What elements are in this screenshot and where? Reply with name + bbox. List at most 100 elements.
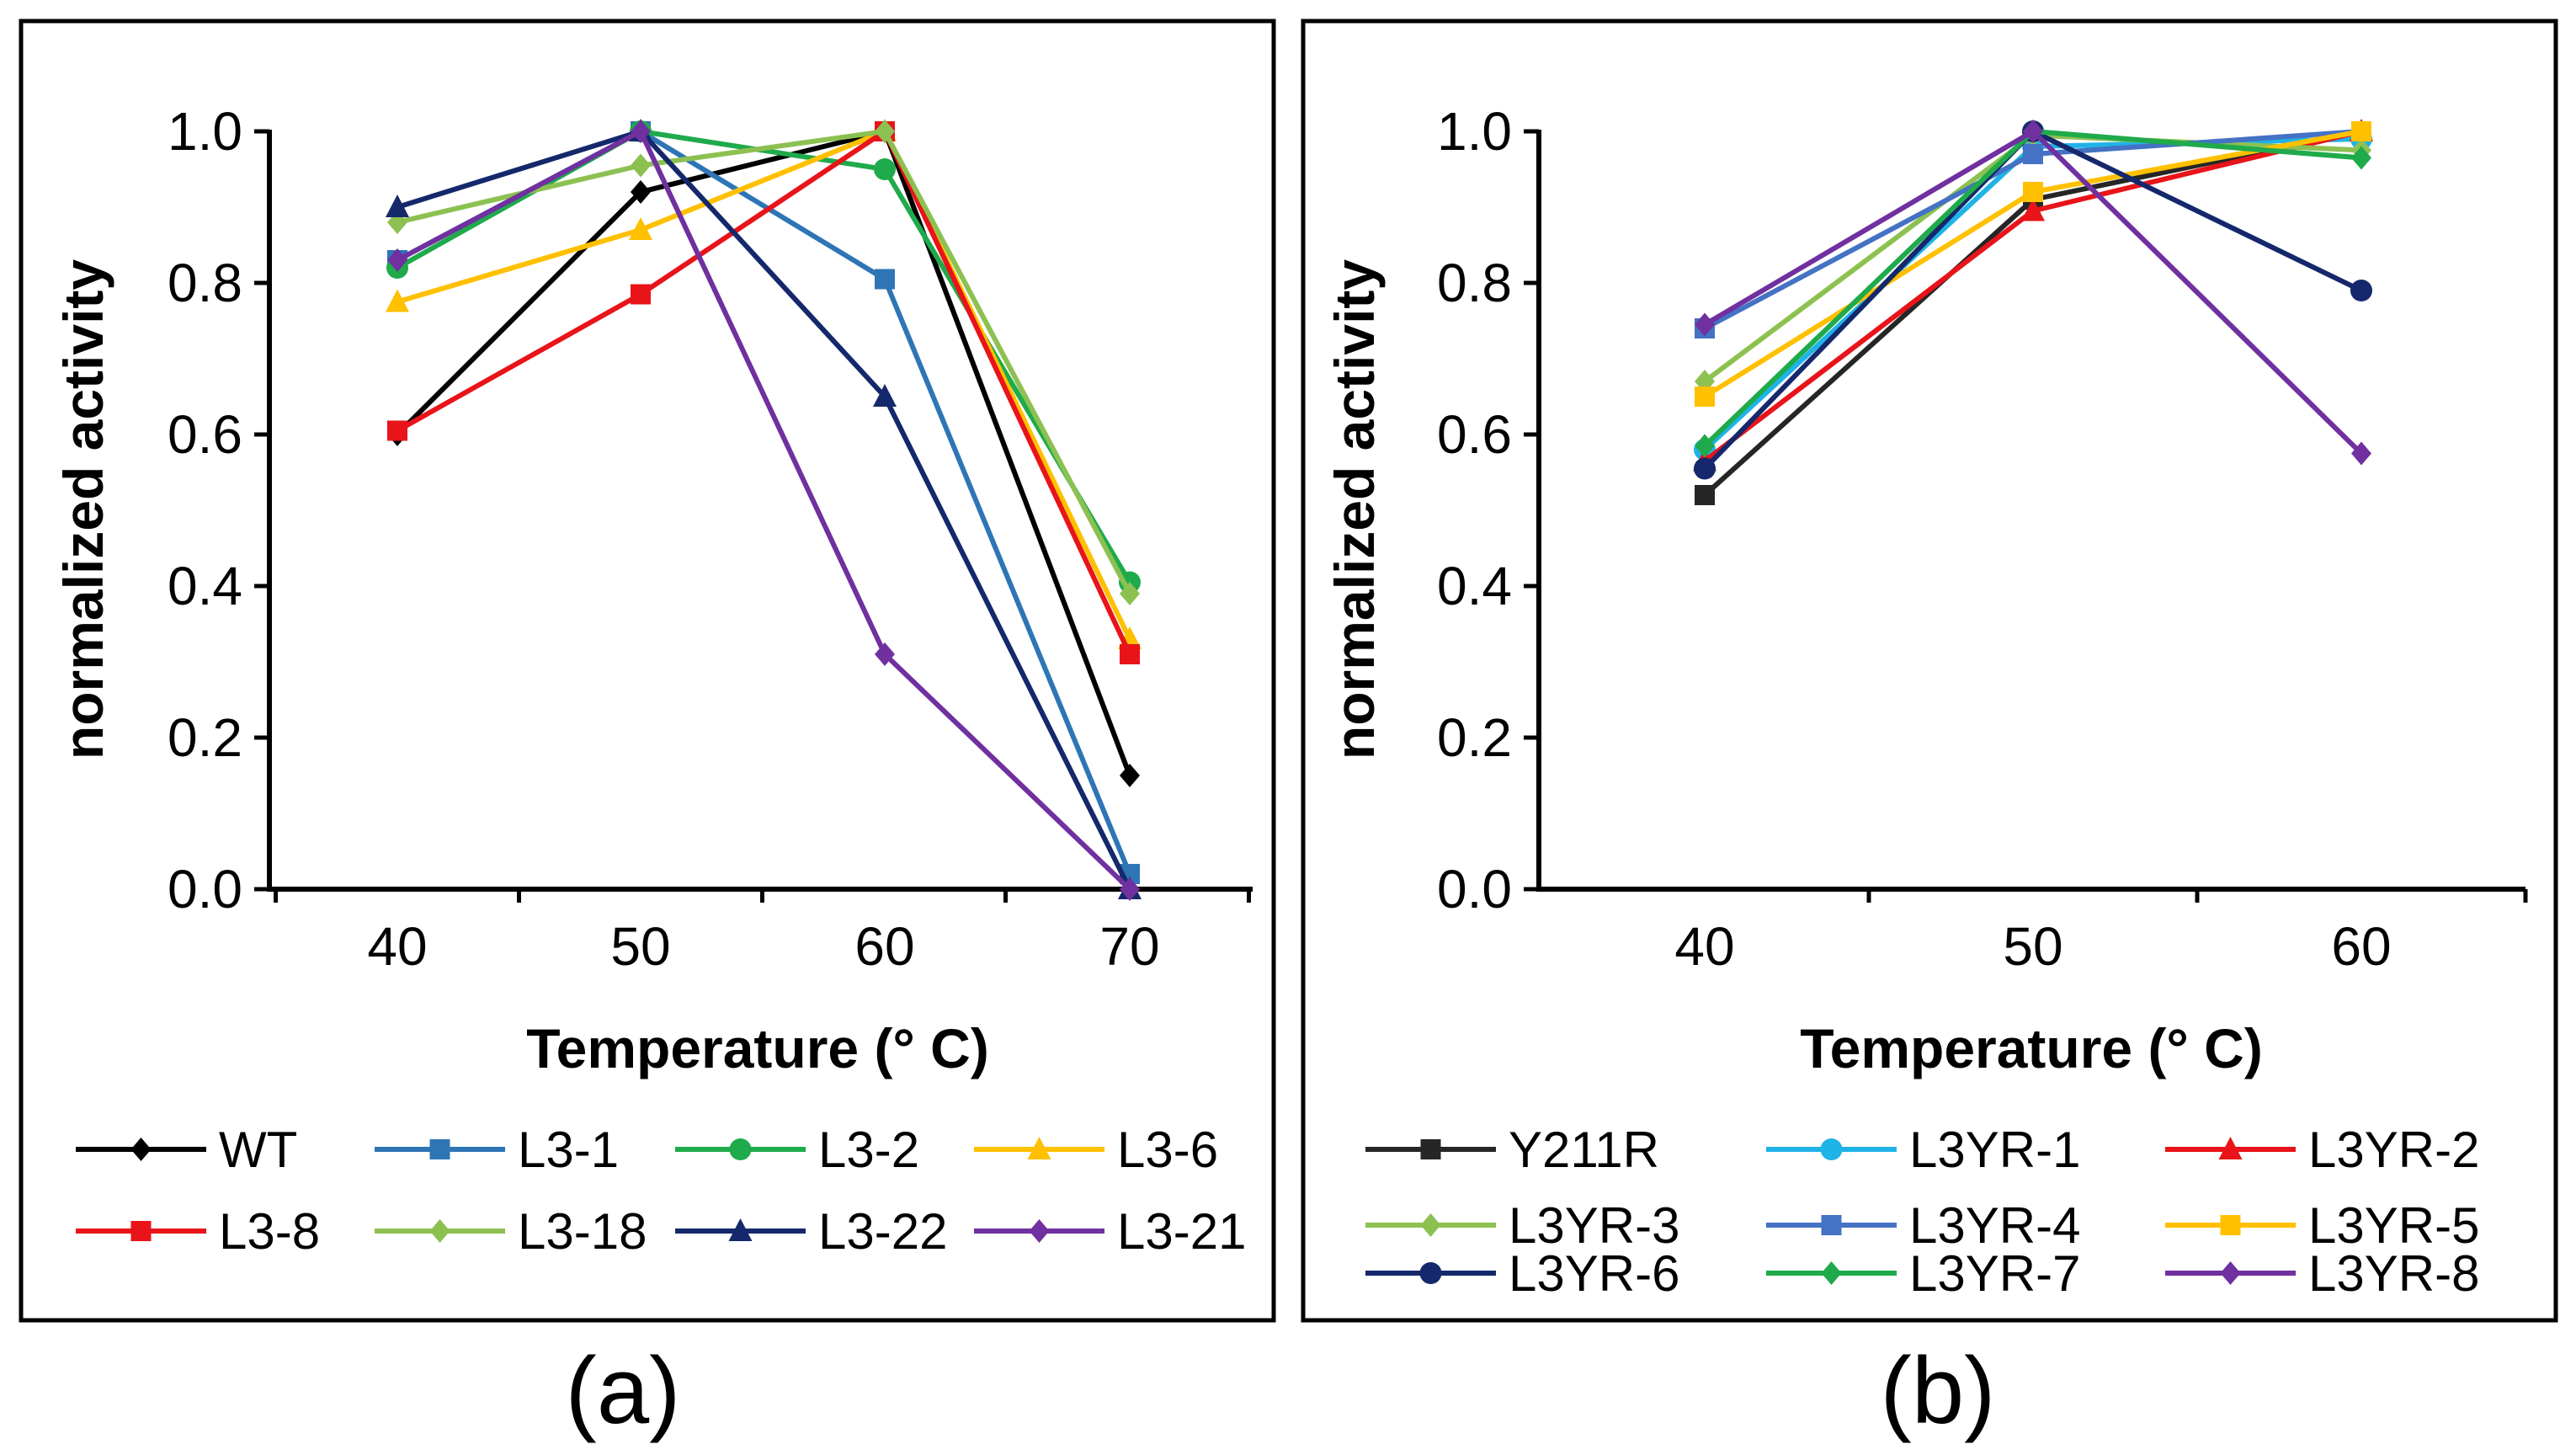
- panel-a-legend-item: L3-6: [974, 1122, 1218, 1178]
- panel-a-line-L3-22: [397, 129, 1132, 891]
- panel-b-legend-marker-L3YR-3: [1420, 1213, 1441, 1237]
- panel-b-legend-label: L3YR-1: [1909, 1122, 2080, 1178]
- panel-a-legend-item: L3-1: [375, 1122, 619, 1178]
- panel-a-point-L3-8: [1120, 644, 1140, 664]
- panel-a-legend-item: WT: [76, 1122, 297, 1178]
- panel-b-point-L3YR-5: [2023, 182, 2043, 202]
- panel-b-legend-item: L3YR-3: [1365, 1197, 1679, 1254]
- panel-a-point-L3-1: [875, 269, 895, 290]
- panel-a-line-L3-8: [396, 129, 1132, 656]
- panel-b-legend-item: L3YR-5: [2165, 1197, 2479, 1254]
- panel-b-y-tick-label: 0.0: [1437, 859, 1512, 919]
- panel-b-plot: 0.0 0.2 0.4 0.6 0.8 1.0 40 50 60: [1437, 101, 2528, 977]
- panel-a-point-L3-21: [387, 248, 407, 272]
- panel-b-caption: (b): [1881, 1338, 1996, 1443]
- panel-a-point-L3-18: [1120, 582, 1140, 605]
- panel-a-legend-marker-L3-1: [429, 1139, 450, 1159]
- panel-b-legend-item: L3YR-6: [1365, 1245, 1679, 1302]
- panel-b-legend-item: L3YR-4: [1766, 1197, 2080, 1254]
- panel-a-point-WT: [631, 180, 651, 204]
- panel-a-point-L3-8: [387, 420, 407, 441]
- panel-a-legend-label: L3-18: [518, 1203, 647, 1260]
- panel-a-point-L3-18: [875, 120, 895, 143]
- panel-b-legend-item: L3YR-8: [2165, 1245, 2479, 1302]
- panel-a-legend-item: L3-8: [76, 1203, 320, 1260]
- panel-a-point-L3-22: [873, 384, 897, 407]
- panel-a-y-tick-label: 0.4: [168, 556, 242, 616]
- panel-b-point-L3YR-8: [2351, 441, 2371, 466]
- panel-b-y-tick-label: 0.8: [1437, 253, 1512, 313]
- panel-b-y-tick-label: 0.6: [1437, 404, 1512, 465]
- panel-a-legend-marker-L3-21: [1029, 1219, 1050, 1243]
- panel-a-y-tick-label: 1.0: [168, 101, 242, 162]
- panel-a-series-L3-21: [387, 120, 1140, 901]
- panel-a-legend-label: L3-2: [818, 1122, 919, 1178]
- panel-b-legend-marker-L3YR-2: [2218, 1137, 2243, 1159]
- panel-b-series-L3YR-8: [1695, 120, 2371, 466]
- panel-a-legend-label: L3-8: [219, 1203, 320, 1260]
- panel-b-y-tick-label: 1.0: [1437, 101, 1512, 162]
- panel-b-x-tick-label: 50: [2003, 916, 2062, 977]
- panel-b-y-tick-label: 0.2: [1437, 707, 1512, 768]
- panel-b-legend-marker-Y211R: [1420, 1139, 1441, 1159]
- panel-a-y-tick-label: 0.6: [168, 404, 242, 465]
- panel-b-legend-marker-L3YR-1: [1820, 1138, 1843, 1160]
- panel-a-legend: WT L3-1 L3-2 L3-6 L3-8 L3-18 L3-22 L3-21: [76, 1122, 1246, 1260]
- panel-a-line-L3-21: [396, 129, 1132, 892]
- panel-b-point-L3YR-6: [1694, 457, 1716, 480]
- panel-b-point-L3YR-5: [2351, 121, 2371, 141]
- panel-a-x-axis-label: Temperature (° C): [526, 1017, 989, 1079]
- panel-b-point-L3YR-4: [2023, 144, 2043, 164]
- panel-a-point-L3-21: [631, 120, 651, 143]
- panel-b-point-L3YR-8: [1695, 312, 1715, 337]
- panel-a-legend-label: L3-21: [1117, 1203, 1246, 1260]
- panel-b-point-L3YR-5: [1695, 386, 1715, 407]
- panel-a-plot: 0.0 0.2 0.4 0.6 0.8 1.0 40 50 60 70: [168, 101, 1253, 977]
- panel-a-legend-label: WT: [219, 1122, 297, 1178]
- panel-b-x-tick-label: 60: [2331, 916, 2391, 977]
- panel-a-legend-marker-L3-2: [729, 1138, 752, 1160]
- panel-b-y-tick-label: 0.4: [1437, 556, 1512, 616]
- panel-a-caption: (a): [566, 1338, 681, 1443]
- panel-b-frame: [1301, 19, 2558, 1323]
- panel-a-legend-label: L3-22: [818, 1203, 947, 1260]
- panel-b-legend-marker-L3YR-7: [1821, 1261, 1842, 1285]
- panel-a-y-tick-label: 0.8: [168, 253, 242, 313]
- panel-a-legend-item: L3-2: [675, 1122, 919, 1178]
- panel-b-x-tick-label: 40: [1674, 916, 1734, 977]
- panel-a-y-axis-label: normalized activity: [52, 259, 114, 759]
- panel-a-point-L3-2: [874, 158, 896, 180]
- panel-b-x-axis-label: Temperature (° C): [1800, 1017, 2263, 1079]
- panel-b: 0.0 0.2 0.4 0.6 0.8 1.0 40 50 60 Temperature (° …: [1301, 19, 2558, 1323]
- panel-b-legend-label: L3YR-6: [1509, 1245, 1679, 1302]
- panel-b-legend-label: L3YR-2: [2308, 1122, 2479, 1178]
- panel-b-legend-label: L3YR-3: [1509, 1197, 1679, 1254]
- panel-a-legend-label: L3-6: [1117, 1122, 1218, 1178]
- panel-b-legend-marker-L3YR-4: [1821, 1215, 1842, 1235]
- panel-a-series-L3-8: [387, 121, 1140, 664]
- panel-b-legend-label: L3YR-5: [2308, 1197, 2479, 1254]
- panel-a-point-L3-6: [386, 289, 409, 312]
- panel-b-legend-item: Y211R: [1365, 1122, 1659, 1178]
- panel-a-legend-item: L3-18: [375, 1203, 647, 1260]
- panel-b-point-Y211R: [1695, 485, 1715, 505]
- panel-a-point-L3-21: [1120, 877, 1140, 901]
- panel-b-legend-item: L3YR-1: [1766, 1122, 2080, 1178]
- panel-a-x-tick-label: 60: [854, 916, 914, 977]
- panel-b-legend-label: L3YR-8: [2308, 1245, 2479, 1302]
- panel-a-x-tick-label: 70: [1099, 916, 1159, 977]
- panel-a: 0.0 0.2 0.4 0.6 0.8 1.0 40 50 60 70 Temperature (…: [19, 19, 1276, 1323]
- panel-b-point-L3YR-2: [2021, 198, 2045, 221]
- panel-a-y-tick-label: 0.0: [168, 859, 242, 919]
- panel-a-legend-item: L3-22: [675, 1203, 947, 1260]
- panel-a-point-L3-22: [386, 195, 409, 217]
- panel-a-legend-marker-L3-18: [429, 1219, 450, 1243]
- panel-b-y-axis-label: normalized activity: [1323, 259, 1386, 759]
- panel-b-point-L3YR-7: [2351, 146, 2371, 170]
- panel-b-point-L3YR-6: [2350, 280, 2372, 301]
- panel-b-legend-label: Y211R: [1509, 1122, 1659, 1178]
- panel-a-legend-label: L3-1: [518, 1122, 619, 1178]
- panel-b-legend-marker-L3YR-8: [2220, 1261, 2241, 1285]
- panel-a-line-WT: [395, 129, 1132, 777]
- panel-a-legend-item: L3-21: [974, 1203, 1246, 1260]
